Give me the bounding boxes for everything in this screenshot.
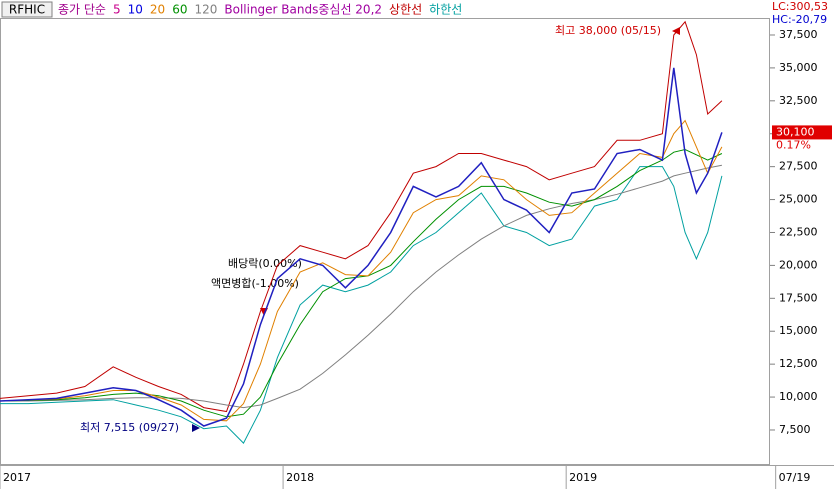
legend-label: 5 [113,3,121,17]
y-tick-label: 10,000 [779,390,818,403]
x-tick-label: 2018 [286,471,314,484]
y-tick-label: 32,500 [779,94,818,107]
y-tick-label: 7,500 [779,423,811,436]
last-price-label: 30,100 [776,125,815,138]
legend-label: Bollinger Bands중심선 20,2 [224,3,382,17]
y-tick-label: 12,500 [779,357,818,370]
series-line [0,119,723,422]
legend-label: 하한선 [429,3,462,17]
legend-label: 60 [172,3,187,17]
legend-label: 20 [150,3,165,17]
legend-label: 120 [194,3,217,17]
y-tick-label: 20,000 [779,258,818,271]
hc-label: HC:-20,79 [772,13,827,26]
legend-label: 상한선 [389,3,422,17]
legend-label: 종가 단순 [58,3,106,17]
symbol: RFHIC [9,3,45,17]
y-tick-label: 35,000 [779,61,818,74]
series-line [0,67,723,427]
series-line [0,20,723,413]
plot-frame [0,18,770,465]
y-tick-label: 22,500 [779,225,818,238]
low-annotation: 최저 7,515 (09/27) [80,421,179,434]
y-tick-label: 27,500 [779,160,818,173]
y-tick-label: 25,000 [779,193,818,206]
low-arrow [192,424,200,432]
x-tick-label: 2019 [569,471,597,484]
y-tick-label: 17,500 [779,291,818,304]
change-label: 0.17% [776,138,811,151]
series-line [0,164,722,409]
x-tick-label: 2017 [3,471,31,484]
high-annotation: 최고 38,000 (05/15) [555,24,661,37]
split-annotation: 액면병합(-1.00%) [211,277,299,290]
dividend-annotation: 배당락(0.00%) [228,257,302,270]
high-arrow [672,27,680,35]
legend-label: 10 [128,3,143,17]
x-tick-label: 07/19 [779,471,811,484]
symbol-box [1,1,53,18]
y-tick-label: 15,000 [779,324,818,337]
y-tick-label: 37,500 [779,28,818,41]
lc-label: LC:300,53 [772,0,828,13]
last-price-box [772,125,832,140]
